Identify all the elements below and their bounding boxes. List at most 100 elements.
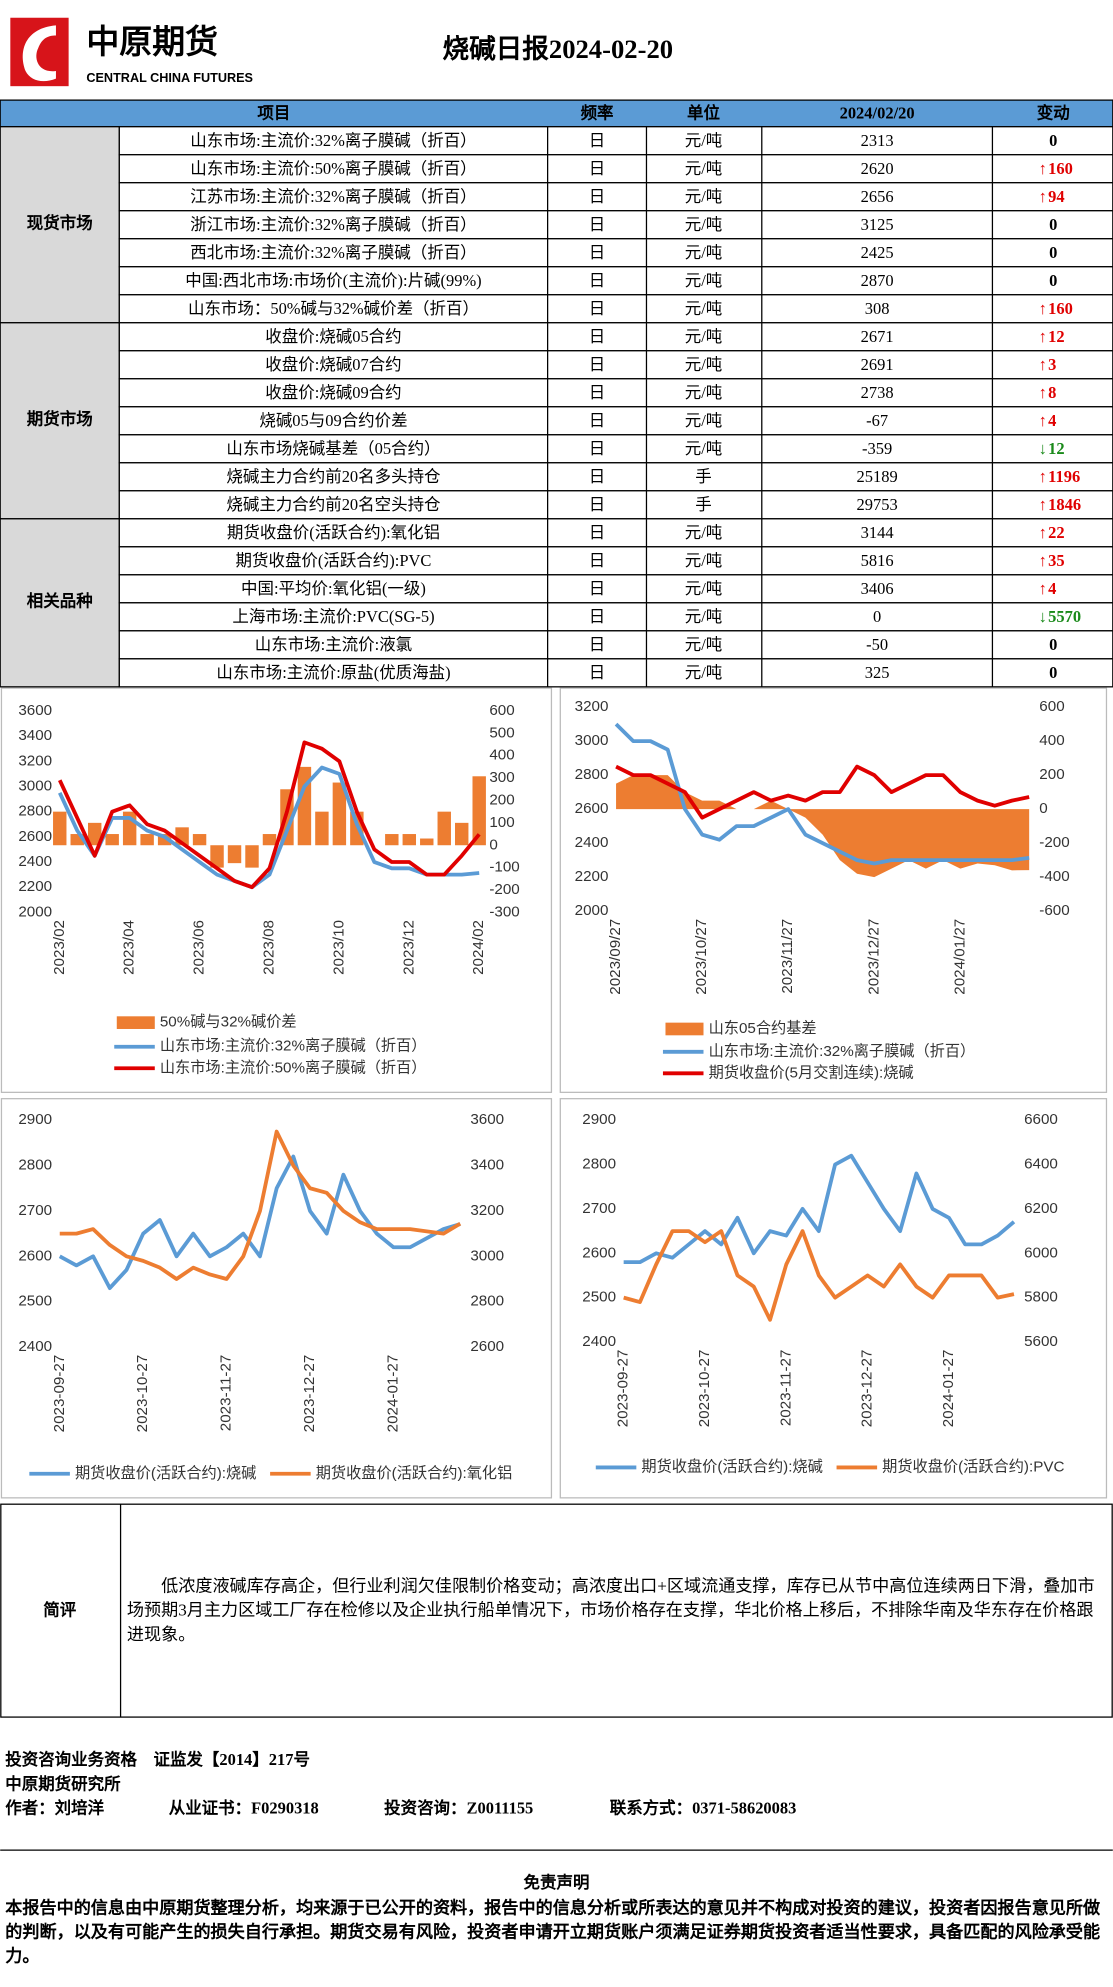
x-tick-label: 2023-09-27 — [615, 1350, 632, 1428]
area — [616, 775, 1030, 878]
y-tick-label: 2400 — [18, 853, 52, 870]
y2-tick-label: 3200 — [470, 1202, 504, 1219]
bar — [262, 834, 277, 846]
unit: 元/吨 — [685, 607, 723, 626]
y2-tick-label: 3400 — [470, 1157, 504, 1174]
value: 2313 — [861, 131, 894, 150]
item: 山东市场:主流价:32%离子膜碱（折百） — [190, 131, 476, 150]
item: 烧碱05与09合约价差 — [259, 411, 407, 430]
value: 0 — [873, 607, 881, 626]
unit: 元/吨 — [685, 383, 723, 402]
row-cells — [118, 126, 1113, 156]
y2-tick-label: 500 — [489, 724, 514, 741]
charts: 200022002400260028003000320034003600-300… — [0, 687, 1108, 1499]
frequency: 日 — [589, 467, 605, 486]
y-tick-label: 2800 — [582, 1156, 616, 1173]
comment-label: 简评 — [43, 1601, 76, 1620]
y2-tick-label: -200 — [1039, 834, 1069, 851]
y2-tick-label: -300 — [489, 903, 519, 920]
y2-tick-label: 2600 — [470, 1338, 504, 1355]
x-tick-label: 2024/01/27 — [951, 919, 968, 995]
x-tick-label: 2023/10 — [330, 920, 347, 975]
unit: 元/吨 — [685, 215, 723, 234]
y-tick-label: 2800 — [18, 1157, 52, 1174]
contact: 联系方式：0371-58620083 — [610, 1798, 797, 1817]
chart-frame — [559, 687, 1108, 1093]
y2-tick-label: 3600 — [470, 1111, 504, 1128]
y-tick-label: 3200 — [575, 698, 609, 715]
legend-label: 期货收盘价(5月交割连续):烧碱 — [709, 1063, 914, 1081]
value: 3125 — [861, 215, 894, 234]
value: -359 — [862, 439, 892, 458]
logo-cn: 中原期货 — [86, 24, 218, 61]
value: 2425 — [861, 243, 894, 262]
frequency: 日 — [589, 635, 605, 654]
y2-tick-label: 0 — [489, 836, 497, 853]
group-cell — [0, 322, 120, 520]
change: 94 — [1048, 187, 1064, 206]
x-tick-label: 2023-11-27 — [777, 1350, 794, 1427]
group-label: 相关品种 — [27, 592, 93, 611]
item: 中国:平均价:氧化铝(一级) — [241, 579, 426, 598]
line — [623, 1153, 1016, 1265]
change-arrow: ↑ — [1039, 383, 1047, 402]
change-arrow: ↓ — [1039, 439, 1047, 458]
y-tick-label: 2000 — [18, 903, 52, 920]
frequency: 日 — [589, 215, 605, 234]
change: 1196 — [1048, 467, 1080, 486]
bar — [227, 845, 242, 864]
group-label: 现货市场 — [27, 214, 93, 233]
y2-tick-label: 2800 — [470, 1293, 504, 1310]
unit: 元/吨 — [685, 159, 723, 178]
y-tick-label: 2600 — [18, 1247, 52, 1264]
item: 中国:西北市场:市场价(主流价):片碱(99%) — [185, 271, 481, 290]
y-tick-label: 2500 — [582, 1289, 616, 1306]
unit: 元/吨 — [685, 131, 723, 150]
y-tick-label: 2900 — [18, 1111, 52, 1128]
change: 12 — [1048, 327, 1064, 346]
author: 作者：刘培洋 — [5, 1798, 104, 1817]
change: 22 — [1048, 523, 1064, 542]
x-tick-label: 2023/12 — [400, 920, 417, 975]
frequency: 日 — [589, 299, 605, 318]
y2-tick-label: 600 — [1039, 698, 1064, 715]
legend-label: 期货收盘价(活跃合约):氧化铝 — [316, 1464, 513, 1482]
item: 山东市场：50%碱与32%碱价差（折百） — [188, 299, 479, 318]
frequency: 日 — [589, 271, 605, 290]
row-cells — [118, 658, 1113, 688]
y2-tick-label: 400 — [489, 747, 514, 764]
line — [614, 722, 1030, 866]
frequency: 日 — [589, 551, 605, 570]
y-tick-label: 2600 — [582, 1244, 616, 1261]
bar — [87, 822, 102, 846]
value: 5816 — [861, 551, 894, 570]
group-cell — [0, 518, 120, 688]
unit: 元/吨 — [685, 411, 723, 430]
item: 浙江市场:主流价:32%离子膜碱（折百） — [190, 215, 476, 234]
y2-tick-label: 0 — [1039, 800, 1047, 817]
disclaimer-title: 免责声明 — [524, 1873, 590, 1892]
change-arrow: ↑ — [1039, 187, 1047, 206]
change-arrow: ↓ — [1039, 607, 1047, 626]
header-row — [0, 99, 1113, 128]
row-cells — [118, 378, 1113, 408]
unit: 元/吨 — [685, 187, 723, 206]
disclaimer-box: 本报告中的信息由中原期货整理分析，均来源于已公开的资料，报告中的信息分析或所表达… — [5, 1898, 1100, 1965]
bar — [455, 822, 469, 846]
frequency: 日 — [589, 187, 605, 206]
unit: 元/吨 — [685, 663, 723, 682]
row-cells — [118, 182, 1113, 212]
legend-label: 期货收盘价(活跃合约):烧碱 — [75, 1464, 256, 1482]
item: 山东市场:主流价:液氯 — [255, 635, 412, 654]
change: 0 — [1049, 271, 1057, 290]
y2-tick-label: 400 — [1039, 732, 1064, 749]
y2-tick-label: 6200 — [1024, 1200, 1058, 1217]
change-arrow: ↑ — [1039, 551, 1047, 570]
bar — [315, 811, 329, 846]
item: 烧碱主力合约前20名空头持仓 — [226, 495, 440, 514]
item: 山东市场烧碱基差（05合约） — [226, 439, 440, 458]
logo-shape — [22, 25, 56, 82]
frequency: 日 — [589, 243, 605, 262]
x-tick-label: 2023/04 — [121, 920, 138, 975]
frequency: 日 — [589, 383, 605, 402]
